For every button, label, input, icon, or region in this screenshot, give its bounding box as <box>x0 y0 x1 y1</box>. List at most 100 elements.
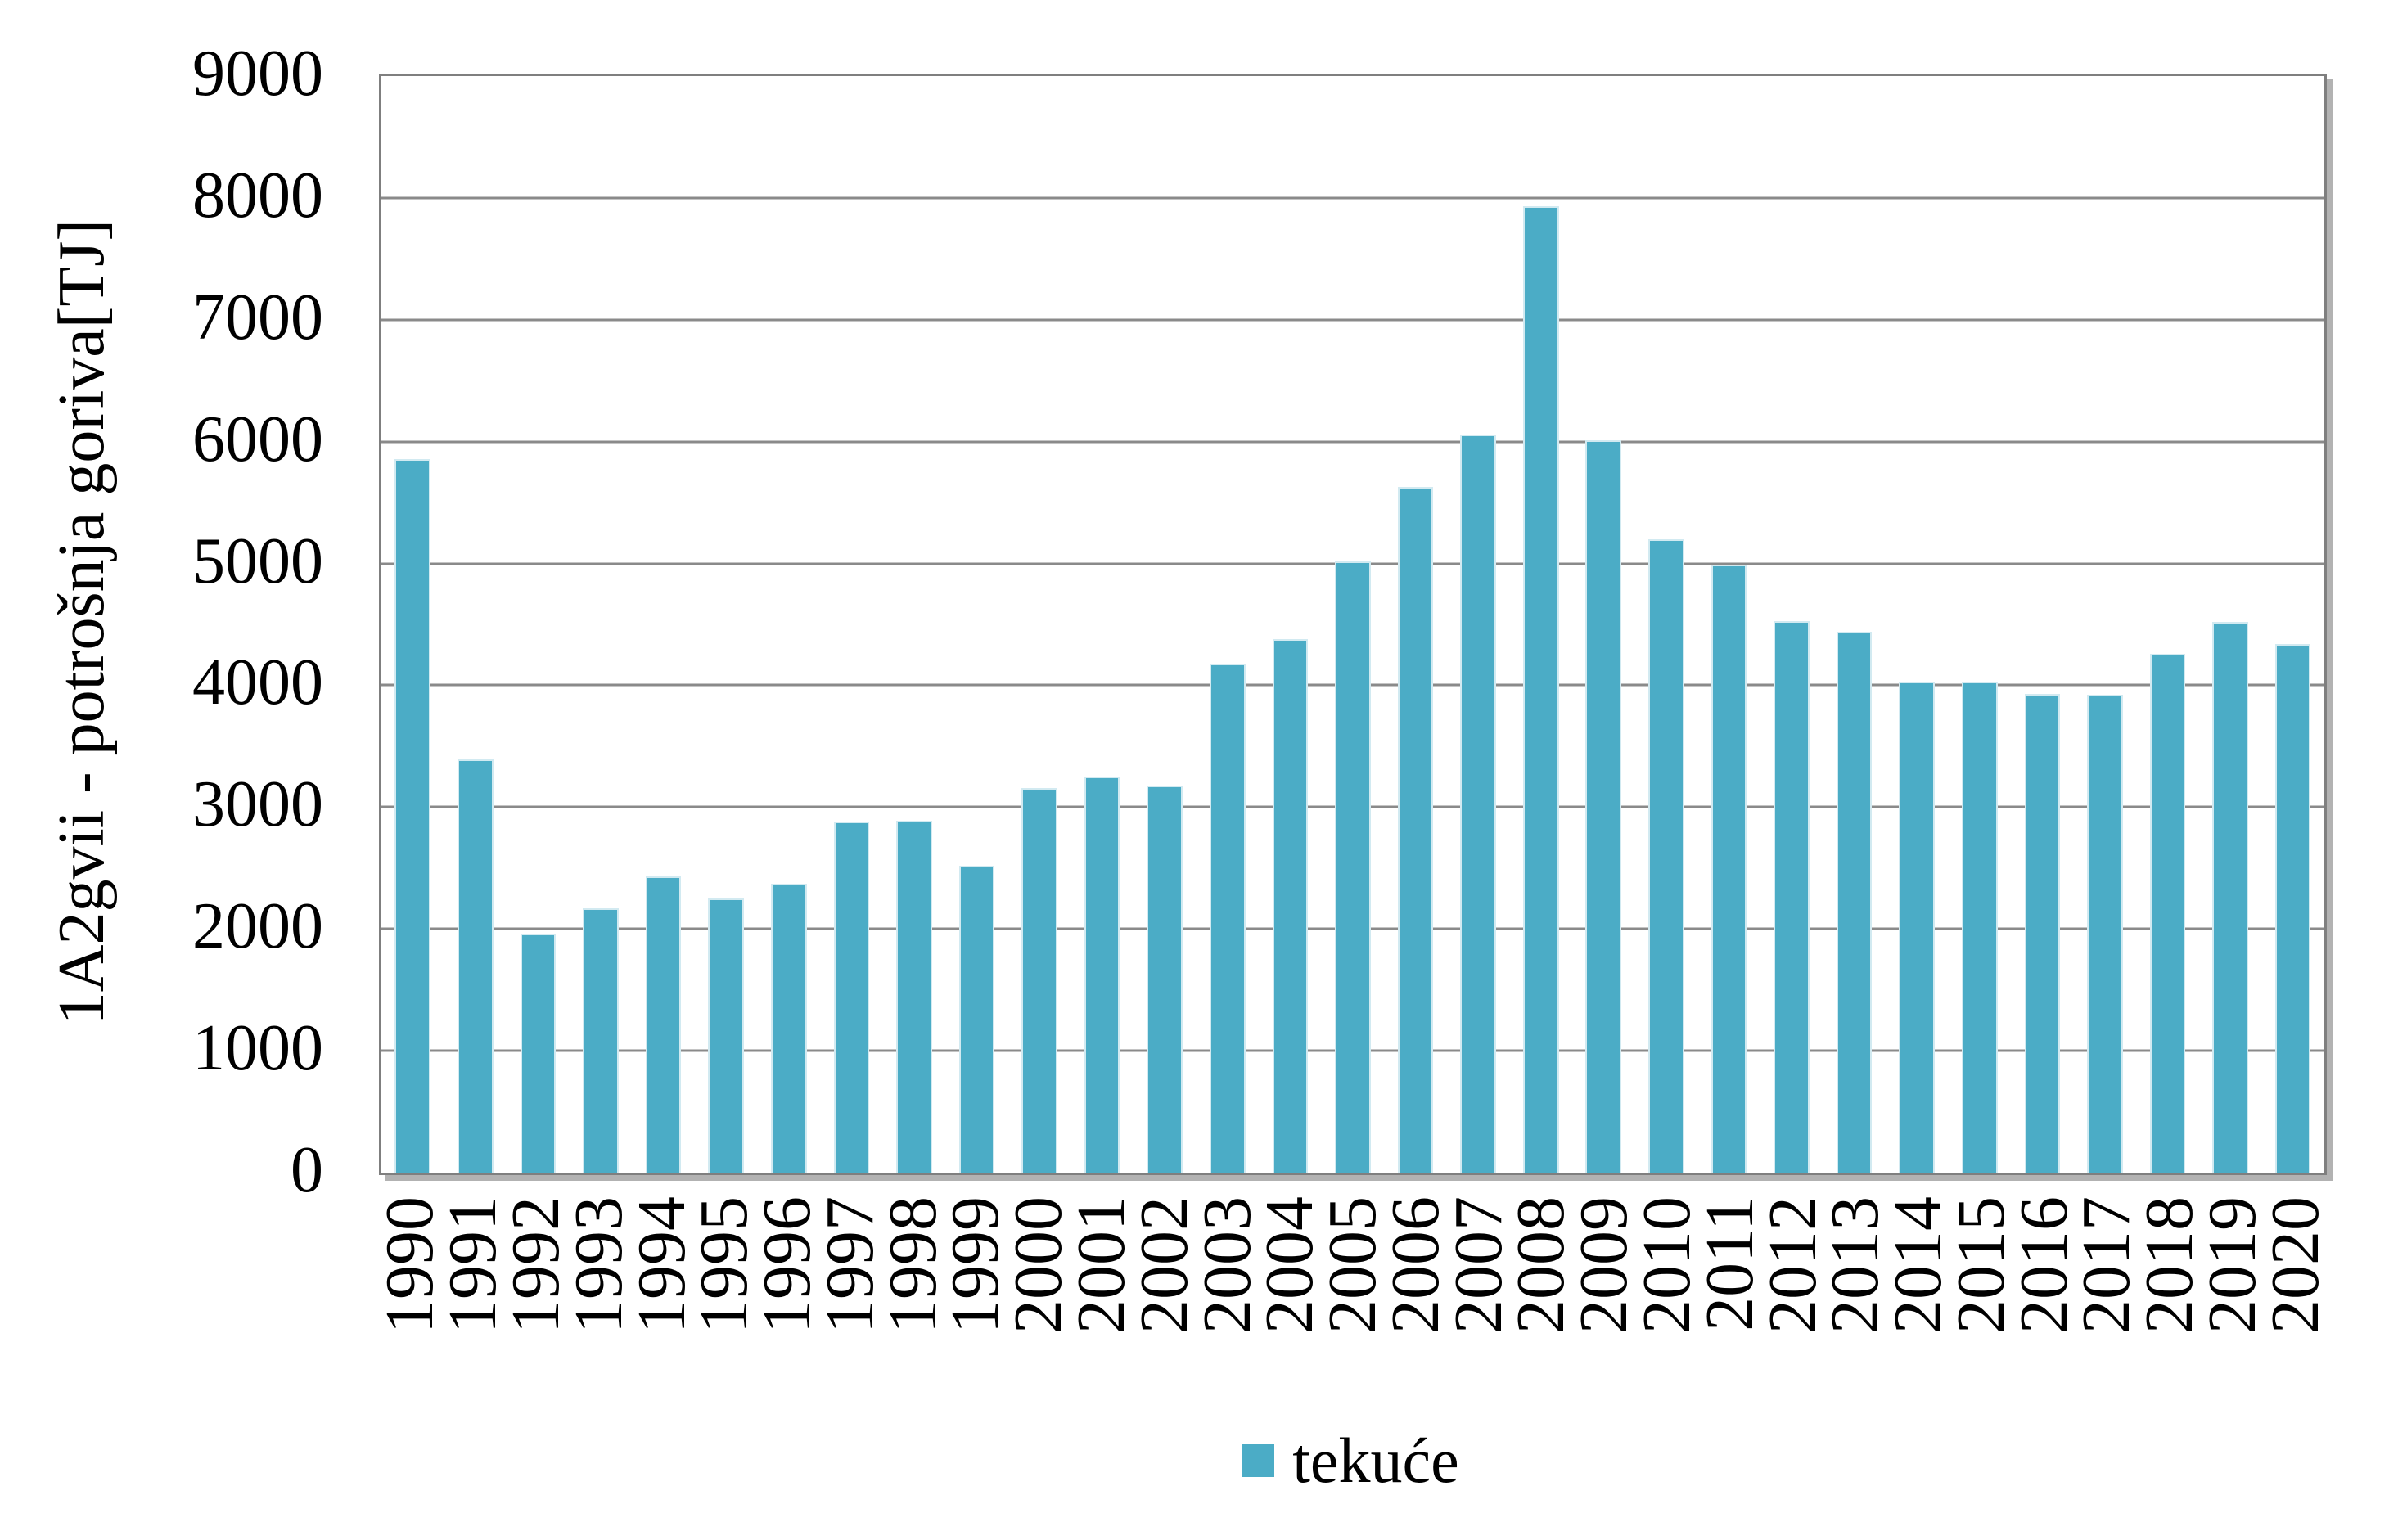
x-label-cell-2000: 2000 <box>1000 1196 1076 1409</box>
x-tick-2017: 2017 <box>2068 1196 2145 1334</box>
bar-slot-2005 <box>1322 76 1385 1173</box>
bar-2010 <box>1648 538 1684 1173</box>
y-tick-0: 0 <box>291 1134 323 1206</box>
x-tick-2003: 2003 <box>1188 1196 1265 1334</box>
x-label-cell-2016: 2016 <box>2005 1196 2082 1409</box>
bar-slot-1995 <box>695 76 758 1173</box>
bar-slot-1996 <box>757 76 820 1173</box>
bar-slot-2014 <box>1886 76 1949 1173</box>
x-label-cell-2012: 2012 <box>1754 1196 1831 1409</box>
bar-slot-2020 <box>2261 76 2324 1173</box>
bar-slot-2006 <box>1384 76 1447 1173</box>
bar-1990 <box>394 458 431 1173</box>
x-label-cell-1999: 1999 <box>937 1196 1014 1409</box>
legend: tekuće <box>379 1424 2322 1497</box>
x-tick-1994: 1994 <box>623 1196 700 1334</box>
x-tick-2014: 2014 <box>1880 1196 1957 1334</box>
y-tick-3000: 3000 <box>192 768 323 841</box>
x-label-cell-2009: 2009 <box>1566 1196 1643 1409</box>
bar-2009 <box>1585 440 1622 1173</box>
y-tick-4000: 4000 <box>192 646 323 719</box>
bar-series-tekuce <box>381 76 2324 1173</box>
legend-label-tekuce: tekuće <box>1292 1425 1459 1496</box>
bar-1991 <box>458 759 494 1173</box>
gridline-6000 <box>381 440 2324 444</box>
x-label-cell-2020: 2020 <box>2256 1196 2333 1409</box>
bar-slot-2015 <box>1948 76 2011 1173</box>
x-label-cell-2013: 2013 <box>1817 1196 1894 1409</box>
bar-2003 <box>1209 663 1246 1173</box>
x-label-cell-2003: 2003 <box>1188 1196 1265 1409</box>
bar-2005 <box>1335 561 1371 1173</box>
plot-area <box>379 74 2327 1175</box>
x-tick-1997: 1997 <box>811 1196 888 1334</box>
x-label-cell-1992: 1992 <box>497 1196 574 1409</box>
bar-slot-1990 <box>381 76 444 1173</box>
x-label-cell-2018: 2018 <box>2131 1196 2207 1409</box>
bar-slot-1998 <box>883 76 946 1173</box>
bar-slot-2007 <box>1447 76 1510 1173</box>
x-label-cell-2001: 2001 <box>1062 1196 1139 1409</box>
x-tick-2012: 2012 <box>1754 1196 1831 1334</box>
bar-2012 <box>1774 620 1810 1173</box>
x-label-cell-2004: 2004 <box>1251 1196 1327 1409</box>
bar-1998 <box>896 820 932 1173</box>
bar-slot-2017 <box>2074 76 2137 1173</box>
x-tick-2013: 2013 <box>1817 1196 1894 1334</box>
bar-2011 <box>1711 565 1747 1173</box>
bar-2017 <box>2087 695 2123 1173</box>
bar-2016 <box>2024 693 2061 1173</box>
bar-2000 <box>1021 787 1057 1173</box>
x-label-cell-1993: 1993 <box>561 1196 637 1409</box>
bar-2008 <box>1522 206 1559 1173</box>
x-label-cell-2007: 2007 <box>1440 1196 1517 1409</box>
x-tick-1990: 1990 <box>372 1196 448 1334</box>
x-label-cell-2006: 2006 <box>1377 1196 1454 1409</box>
x-label-cell-1997: 1997 <box>811 1196 888 1409</box>
bar-slot-2009 <box>1572 76 1635 1173</box>
y-tick-7000: 7000 <box>192 281 323 353</box>
bar-2002 <box>1147 785 1183 1173</box>
x-tick-2016: 2016 <box>2005 1196 2082 1334</box>
bar-2019 <box>2212 622 2248 1173</box>
x-tick-2001: 2001 <box>1062 1196 1139 1334</box>
legend-swatch-tekuce <box>1242 1444 1275 1477</box>
x-tick-1991: 1991 <box>435 1196 512 1334</box>
y-tick-2000: 2000 <box>192 890 323 963</box>
x-label-cell-1991: 1991 <box>435 1196 512 1409</box>
bar-slot-2018 <box>2136 76 2199 1173</box>
bar-2015 <box>1961 681 1998 1173</box>
x-label-cell-2017: 2017 <box>2068 1196 2145 1409</box>
x-tick-2006: 2006 <box>1377 1196 1454 1334</box>
x-label-cell-1990: 1990 <box>372 1196 448 1409</box>
bar-1995 <box>708 898 744 1173</box>
bar-2004 <box>1272 638 1309 1173</box>
x-tick-2020: 2020 <box>2256 1196 2333 1334</box>
x-tick-2009: 2009 <box>1566 1196 1643 1334</box>
bar-slot-1993 <box>570 76 633 1173</box>
x-label-cell-1994: 1994 <box>623 1196 700 1409</box>
bar-2001 <box>1084 777 1120 1173</box>
bar-slot-2003 <box>1197 76 1260 1173</box>
bar-slot-2008 <box>1509 76 1572 1173</box>
gridline-8000 <box>381 196 2324 200</box>
x-tick-1992: 1992 <box>497 1196 574 1334</box>
x-tick-1996: 1996 <box>749 1196 826 1334</box>
x-tick-1999: 1999 <box>937 1196 1014 1334</box>
x-tick-1998: 1998 <box>874 1196 951 1334</box>
bar-1999 <box>958 865 995 1173</box>
bar-slot-2004 <box>1259 76 1322 1173</box>
x-label-cell-2011: 2011 <box>1692 1196 1768 1409</box>
bar-1997 <box>833 822 870 1173</box>
y-tick-6000: 6000 <box>192 403 323 475</box>
x-tick-2002: 2002 <box>1125 1196 1202 1334</box>
x-tick-2015: 2015 <box>1942 1196 2019 1334</box>
bar-2007 <box>1460 434 1496 1173</box>
x-label-cell-2014: 2014 <box>1880 1196 1957 1409</box>
bar-slot-2016 <box>2011 76 2074 1173</box>
y-axis-tick-labels: 9000 8000 7000 6000 5000 4000 3000 2000 1000 0 <box>0 41 323 1203</box>
gridline-7000 <box>381 318 2324 322</box>
bar-slot-2000 <box>1008 76 1071 1173</box>
bar-slot-1997 <box>820 76 883 1173</box>
x-label-cell-2019: 2019 <box>2194 1196 2270 1409</box>
